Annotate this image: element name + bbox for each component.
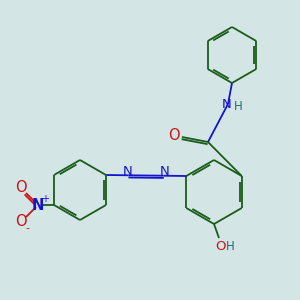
Text: +: + [41, 194, 49, 204]
Text: H: H [226, 241, 234, 254]
Text: N: N [160, 165, 170, 178]
Text: O: O [215, 239, 225, 253]
Text: O: O [168, 128, 180, 142]
Text: N: N [222, 98, 232, 110]
Text: O: O [15, 214, 27, 230]
Text: H: H [234, 100, 242, 112]
Text: O: O [15, 181, 27, 196]
Text: N: N [123, 165, 132, 178]
Text: -: - [25, 223, 29, 233]
Text: N: N [32, 197, 44, 212]
